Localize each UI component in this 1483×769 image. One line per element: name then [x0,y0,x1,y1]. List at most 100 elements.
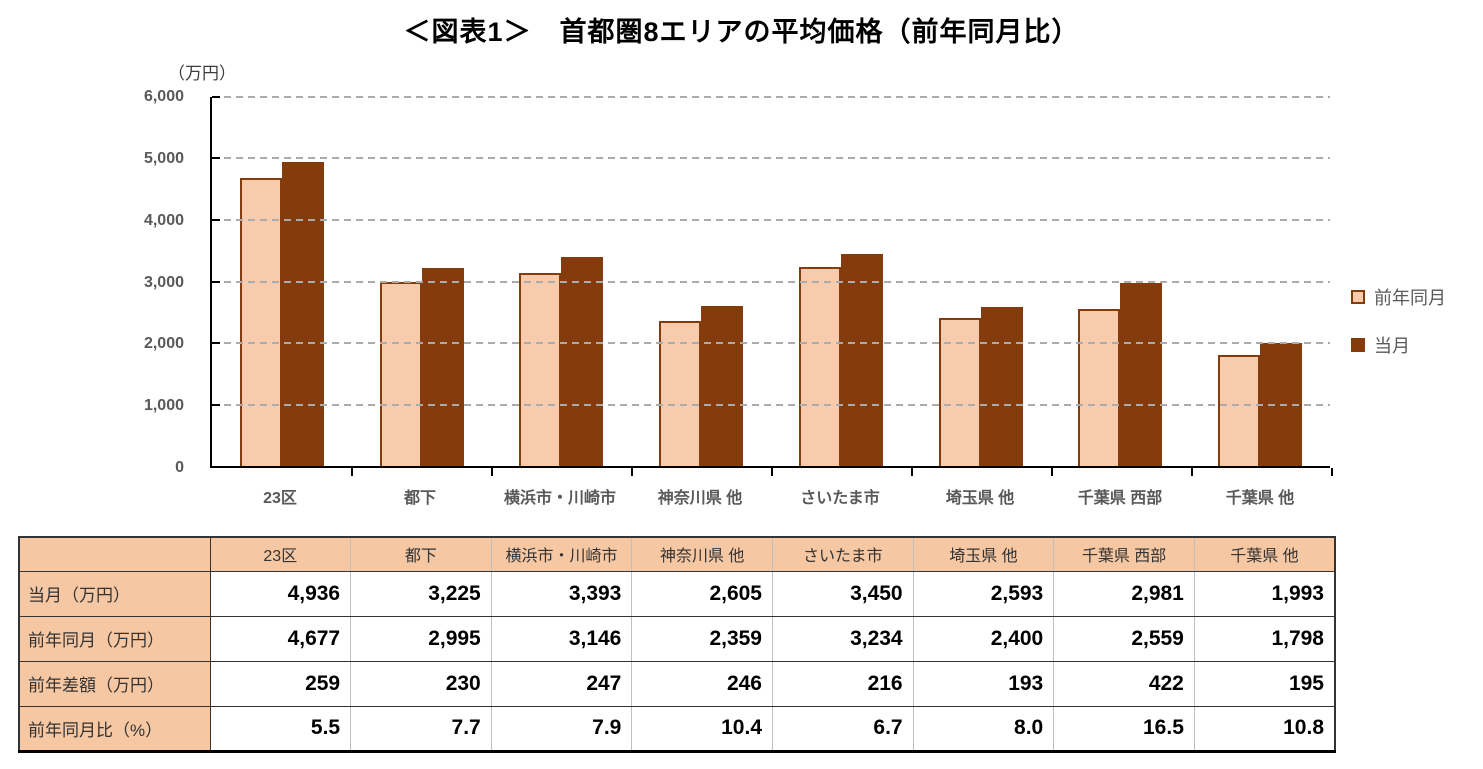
legend: 前年同月当月 [1351,284,1446,358]
table-value-cell: 2,995 [350,615,492,662]
table-value-cell: 2,400 [912,615,1055,662]
x-axis-label: 神奈川県 他 [657,490,743,507]
gridline [212,280,1330,283]
table-value-cell: 2,593 [912,570,1055,617]
x-axis-tick [1191,468,1193,476]
y-axis-tick-label: 1,000 [143,397,184,415]
bar-当月-さいたま市 [840,253,883,466]
gridline [212,403,1330,406]
table-value-cell: 3,146 [490,615,633,662]
x-axis-tick [491,468,493,476]
bar-前年同月-神奈川県 他 [659,320,702,466]
y-axis-tick-label: 2,000 [143,335,184,353]
legend-item: 前年同月 [1351,284,1446,310]
table-row-label: 前年同月（万円） [18,615,211,662]
bar-当月-都下 [421,267,464,466]
x-axis-label: 23区 [263,490,297,507]
table-value-cell: 1,798 [1193,615,1336,662]
y-axis-tick [212,96,220,98]
legend-label: 前年同月 [1374,288,1446,308]
bar-前年同月-千葉県 西部 [1078,308,1121,466]
table-column-header: 都下 [350,536,492,572]
table-value-cell: 216 [772,660,914,707]
y-axis-tick [212,341,220,344]
y-axis-tick-label: 0 [175,459,184,476]
table-column-header: 横浜市・川崎市 [490,536,633,572]
table-value-cell: 3,393 [490,570,633,617]
x-axis-tick [1051,468,1053,476]
table-value-cell: 246 [631,660,773,707]
x-axis-label: 都下 [403,490,436,507]
table-value-cell: 8.0 [912,705,1055,752]
table-column-header: 神奈川県 他 [631,536,773,572]
x-axis-tick [771,468,773,476]
legend-item: 当月 [1351,332,1446,358]
table-value-cell: 4,677 [209,615,352,662]
bar-前年同月-埼玉県 他 [938,318,981,466]
gridline [212,341,1330,344]
y-axis-tick [212,403,220,406]
x-axis-label: 千葉県 他 [1225,490,1295,507]
table-row-label: 前年同月比（%） [18,705,211,752]
bar-group [1051,97,1191,466]
table-value-cell: 2,605 [631,570,773,617]
table-column-header: 埼玉県 他 [912,536,1055,572]
legend-swatch-icon [1351,290,1365,304]
bar-当月-千葉県 西部 [1120,282,1163,466]
y-axis-tick [212,218,220,221]
y-axis-tick-label: 4,000 [143,211,184,229]
table-value-cell: 7.9 [490,705,633,752]
table-row: 前年同月比（%） 5.5 7.7 7.9 10.4 6.7 8.0 16.5 10.8 [18,705,1336,752]
table-value-cell: 230 [350,660,492,707]
bar-前年同月-23区 [239,178,282,466]
bar-group [212,97,352,466]
table-value-cell: 1,993 [1193,570,1336,617]
y-axis-tick [212,157,220,160]
bar-前年同月-都下 [379,281,422,466]
table-column-header: 千葉県 西部 [1053,536,1195,572]
table-corner-cell [18,536,211,572]
table-head: 23区 都下 横浜市・川崎市 神奈川県 他さいたま市 埼玉県 他千葉県 西部 千葉県 他 [18,536,1336,572]
gridline [212,157,1330,160]
x-axis-tick [631,468,633,476]
table-value-cell: 16.5 [1053,705,1195,752]
x-axis-label: 埼玉県 他 [945,490,1015,507]
table-column-header: 千葉県 他 [1193,536,1336,572]
bar-当月-神奈川県 他 [701,305,744,466]
y-axis-tick [212,280,220,283]
table-value-cell: 259 [209,660,352,707]
bar-当月-23区 [281,162,324,466]
x-axis-tick [1331,468,1333,476]
table-column-header: 23区 [209,536,352,572]
plot-area [210,96,1333,476]
bar-当月-埼玉県 他 [980,306,1023,466]
table-value-cell: 7.7 [350,705,492,752]
table-row-label: 当月（万円） [18,570,211,617]
gridline [212,218,1330,221]
table-value-cell: 3,225 [350,570,492,617]
table-value-cell: 195 [1193,660,1336,707]
bar-groups [212,97,1330,466]
table-value-cell: 3,234 [772,615,914,662]
x-axis-tick [351,468,353,476]
table-value-cell: 2,359 [631,615,773,662]
chart-title: ＜図表1＞ 首都圏8エリアの平均価格（前年同月比） [403,17,1080,47]
bar-前年同月-さいたま市 [798,267,841,466]
bar-group [631,97,771,466]
bar-group [352,97,492,466]
x-axis-labels: 23区 都下 横浜市・川崎市 神奈川県 他 さいたま市 埼玉県 他 千葉県 西部 千葉県 他 [210,484,1330,508]
table-value-cell: 2,981 [1053,570,1195,617]
table-value-cell: 10.4 [631,705,773,752]
y-axis-tick-labels: 0 1,000 2,000 3,000 4,000 5,000 6,000 [100,88,200,476]
table-row-label: 前年差額（万円） [18,660,211,707]
legend-swatch-icon [1351,338,1365,352]
table-header-row: 23区 都下 横浜市・川崎市 神奈川県 他さいたま市 埼玉県 他千葉県 西部 千葉県 他 [18,536,1336,572]
table-row: 前年同月（万円） 4,677 2,995 3,146 2,359 3,234 2,400 2,… [18,615,1336,662]
table-value-cell: 4,936 [209,570,352,617]
table-value-cell: 247 [490,660,633,707]
table-value-cell: 193 [912,660,1055,707]
table-value-cell: 3,450 [772,570,914,617]
table-value-cell: 422 [1053,660,1195,707]
y-axis-unit-label: （万円） [168,64,236,83]
